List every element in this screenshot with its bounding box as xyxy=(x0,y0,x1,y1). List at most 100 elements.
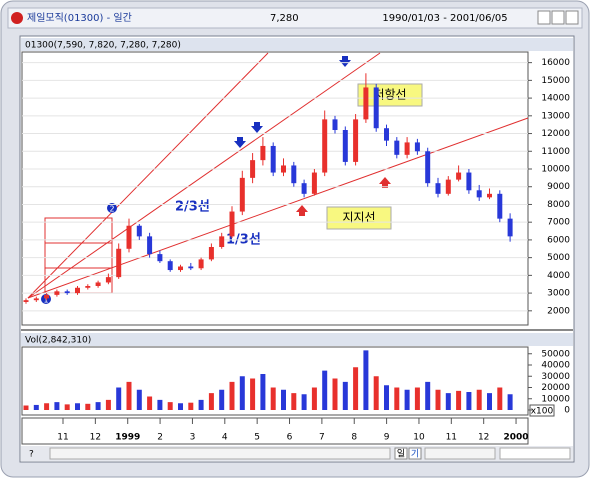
y-tick-label: 8000 xyxy=(547,200,570,210)
candle xyxy=(507,218,513,237)
candle xyxy=(136,225,142,237)
max-button[interactable] xyxy=(551,10,565,25)
month-label: 12 xyxy=(478,433,489,443)
candle xyxy=(229,211,235,237)
volume-bar xyxy=(373,376,379,410)
volume-bar xyxy=(363,350,369,410)
volume-bar xyxy=(456,390,462,410)
candle xyxy=(414,142,420,152)
input-box[interactable] xyxy=(499,447,571,460)
y-tick-label: 14000 xyxy=(541,94,570,104)
volume-bar xyxy=(425,381,431,410)
volume-bar xyxy=(311,387,317,410)
volume-bar xyxy=(353,367,359,410)
candle xyxy=(322,119,328,173)
min-button[interactable] xyxy=(537,10,551,25)
volume-bar xyxy=(260,374,266,410)
marker-2 xyxy=(107,203,117,213)
support-arrows xyxy=(296,177,391,216)
candle xyxy=(311,172,317,194)
volume-bar xyxy=(95,402,101,410)
volume-bar xyxy=(487,393,492,410)
period-button[interactable] xyxy=(408,447,422,460)
volume-bar xyxy=(404,389,410,410)
date-axis xyxy=(21,417,529,445)
volume-bar xyxy=(33,404,39,410)
y-tick-label: 15000 xyxy=(541,76,570,86)
volume-bar xyxy=(229,381,235,410)
month-label: 3 xyxy=(190,433,196,443)
price-header xyxy=(21,38,573,51)
volume-bar xyxy=(466,392,472,410)
volume-bar xyxy=(394,387,400,410)
month-label: 5 xyxy=(254,433,260,443)
candle xyxy=(342,130,348,162)
help-button[interactable]: ? xyxy=(29,450,34,460)
y-tick-label: 10000 xyxy=(541,165,570,175)
candle xyxy=(126,225,132,249)
candle xyxy=(281,165,286,173)
volume-bar xyxy=(198,399,204,410)
volume-bar xyxy=(384,385,389,410)
volume-bar xyxy=(188,402,194,410)
month-label: 2000 xyxy=(504,433,529,443)
y-tick-label: 9000 xyxy=(547,182,570,192)
volume-bar xyxy=(178,403,183,410)
month-label: 11 xyxy=(446,433,457,443)
candle xyxy=(476,190,482,198)
volume-bar xyxy=(301,394,307,410)
tool-buttons[interactable] xyxy=(424,447,496,460)
app-icon xyxy=(11,12,23,24)
candle xyxy=(250,160,256,178)
day-button[interactable] xyxy=(394,447,408,460)
y-tick-label: 50000 xyxy=(541,349,570,359)
period: 1990/01/03 - 2001/06/05 xyxy=(382,13,507,24)
scrollbar[interactable] xyxy=(49,447,391,460)
candle xyxy=(167,261,173,271)
y-tick-label: 3000 xyxy=(547,289,570,299)
volume-bar xyxy=(445,393,451,410)
candle xyxy=(64,291,70,294)
volume-bar xyxy=(23,405,29,410)
y-tick-label: 4000 xyxy=(547,271,570,281)
volume-bar xyxy=(44,403,50,410)
candle xyxy=(260,145,266,161)
candle xyxy=(404,142,410,155)
candle xyxy=(33,298,39,301)
volume-bar xyxy=(291,393,297,410)
month-label: 9 xyxy=(384,433,390,443)
marker-2-label: 2 xyxy=(109,205,114,214)
y-tick-label: 13000 xyxy=(541,111,570,121)
month-label: 4 xyxy=(222,433,228,443)
candle xyxy=(116,248,122,278)
candle xyxy=(394,140,400,155)
volume-bar xyxy=(208,393,214,410)
volume-bar xyxy=(75,403,80,410)
month-label: 2 xyxy=(157,433,163,443)
volume-bar xyxy=(497,387,503,410)
month-label: 12 xyxy=(90,433,101,443)
month-label: 8 xyxy=(351,433,357,443)
y-tick-label: 5000 xyxy=(547,253,570,263)
month-label: 11 xyxy=(57,433,68,443)
volume-bar xyxy=(270,387,276,410)
candle xyxy=(105,277,111,283)
candle xyxy=(44,294,50,299)
volume-bar xyxy=(435,389,441,410)
candle xyxy=(456,172,462,180)
month-label: 1999 xyxy=(115,433,140,443)
close-button[interactable] xyxy=(565,10,579,25)
resist-arrows xyxy=(234,56,351,148)
candle xyxy=(239,177,245,212)
candle xyxy=(270,145,276,173)
candle xyxy=(466,172,472,191)
month-label: 10 xyxy=(413,433,425,443)
volume-bar xyxy=(116,387,122,410)
candle xyxy=(147,236,153,255)
support-box xyxy=(326,206,392,230)
title-bar xyxy=(7,7,583,29)
volume-bar xyxy=(332,378,338,410)
y-tick-label: 2000 xyxy=(547,306,570,316)
candle xyxy=(23,300,29,302)
